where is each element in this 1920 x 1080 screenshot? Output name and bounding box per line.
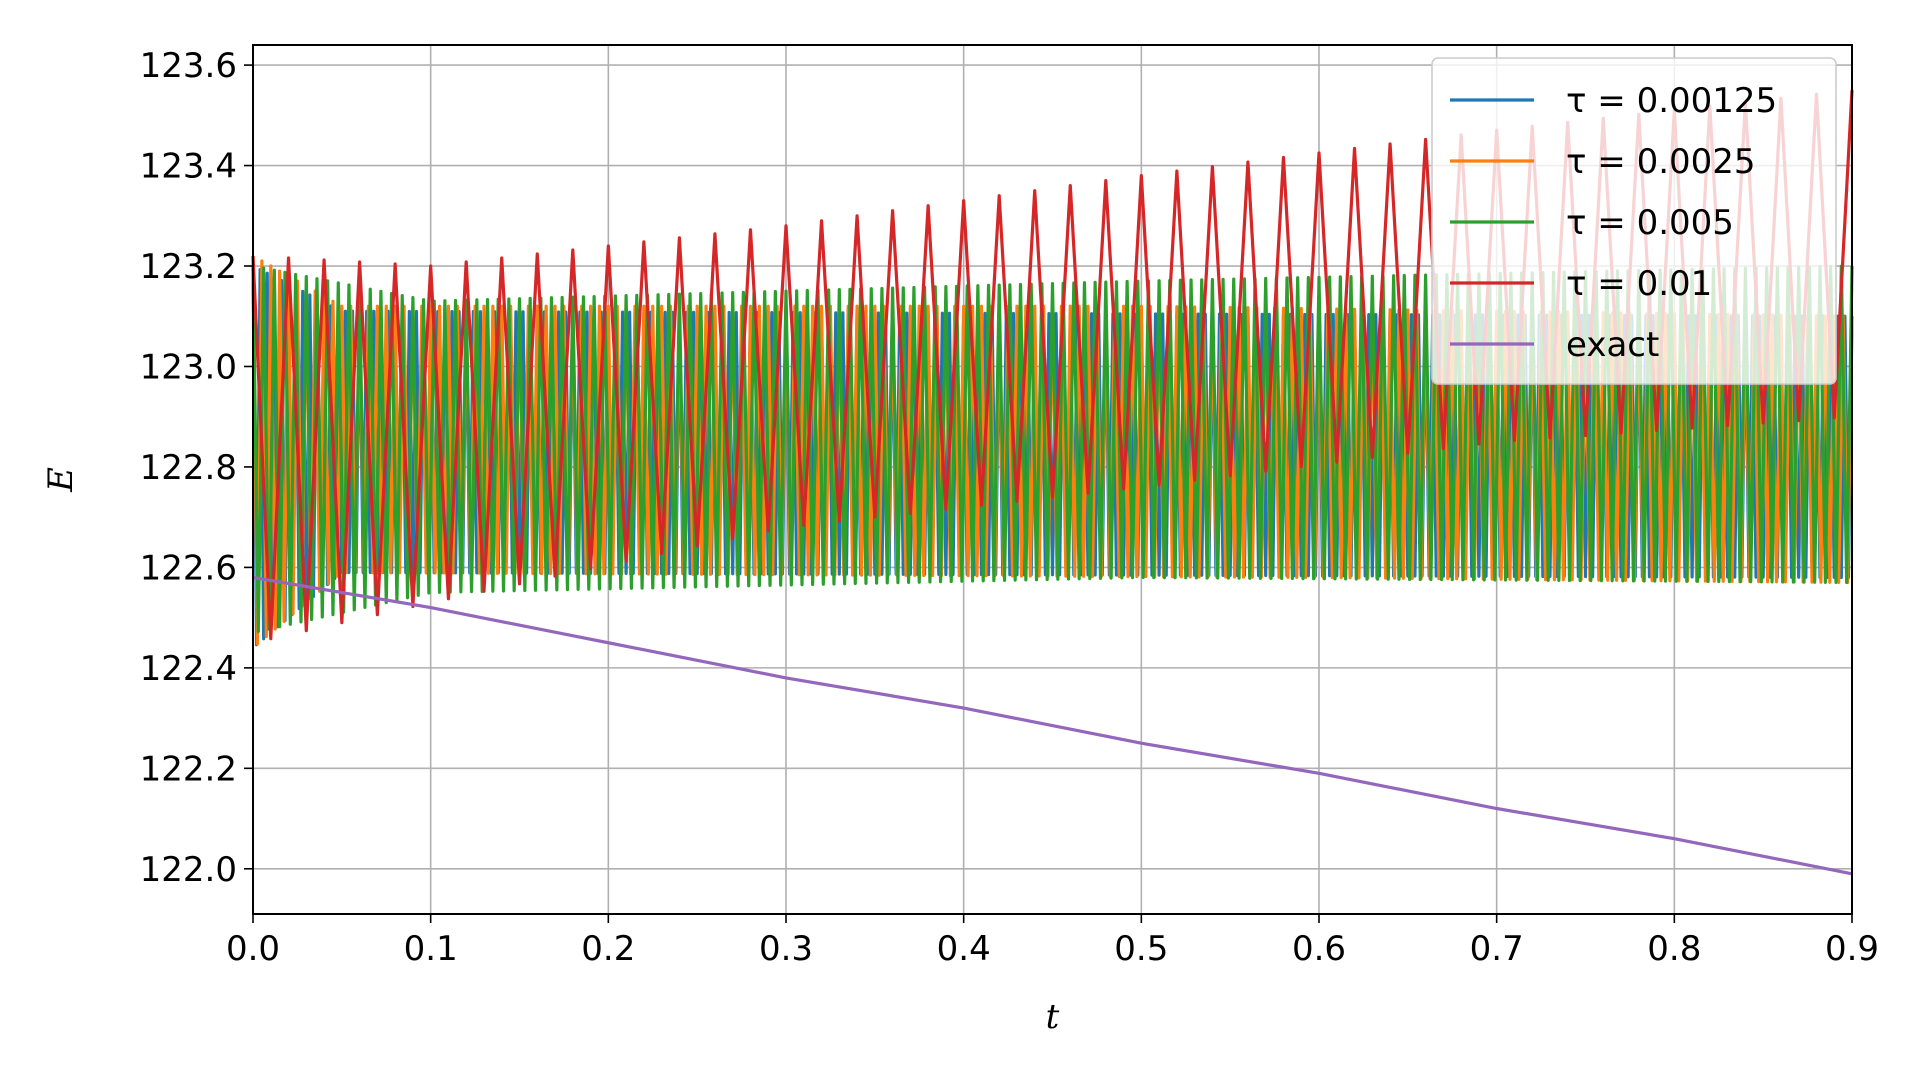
legend-box	[1431, 57, 1837, 385]
x-tick-label: 0.9	[1825, 929, 1879, 969]
y-tick-label: 122.2	[140, 749, 237, 789]
y-tick-label: 122.4	[140, 649, 237, 689]
x-tick-label: 0.5	[1114, 929, 1168, 969]
x-tick-label: 0.6	[1292, 929, 1346, 969]
x-tick-label: 0.4	[937, 929, 991, 969]
series-line-3	[251, 90, 1854, 641]
legend-label: τ = 0.00125	[1566, 81, 1777, 121]
x-tick-label: 0.1	[404, 929, 458, 969]
series-line-4	[252, 575, 1853, 876]
y-axis: 122.0 122.2 122.4 122.6 122.8 123.0 123.2 123.4…	[140, 46, 253, 890]
y-tick-label: 122.0	[140, 850, 237, 890]
y-tick-label: 123.0	[140, 347, 237, 387]
legend-label: exact	[1566, 325, 1659, 365]
y-tick-label: 123.6	[140, 46, 237, 86]
x-axis-label: t	[1046, 997, 1060, 1037]
y-axis-label: E	[41, 467, 81, 493]
y-tick-label: 122.6	[140, 548, 237, 588]
x-tick-label: 0.7	[1470, 929, 1524, 969]
plot-frame	[252, 44, 1853, 915]
y-tick-label: 122.8	[140, 448, 237, 488]
legend-label: τ = 0.0025	[1566, 142, 1756, 182]
legend: τ = 0.00125 τ = 0.0025 τ = 0.005 τ = 0.01 ex…	[1431, 57, 1837, 385]
legend-label: τ = 0.005	[1566, 203, 1734, 243]
x-tick-label: 0.0	[226, 929, 280, 969]
y-tick-label: 123.2	[140, 247, 237, 287]
y-tick-label: 123.4	[140, 147, 237, 187]
legend-label: τ = 0.01	[1566, 264, 1712, 304]
x-axis: 0.0 0.1 0.2 0.3 0.4 0.5 0.6 0.7 0.8 0.9	[226, 914, 1879, 969]
x-tick-label: 0.8	[1647, 929, 1701, 969]
x-tick-label: 0.3	[759, 929, 813, 969]
x-tick-label: 0.2	[581, 929, 635, 969]
